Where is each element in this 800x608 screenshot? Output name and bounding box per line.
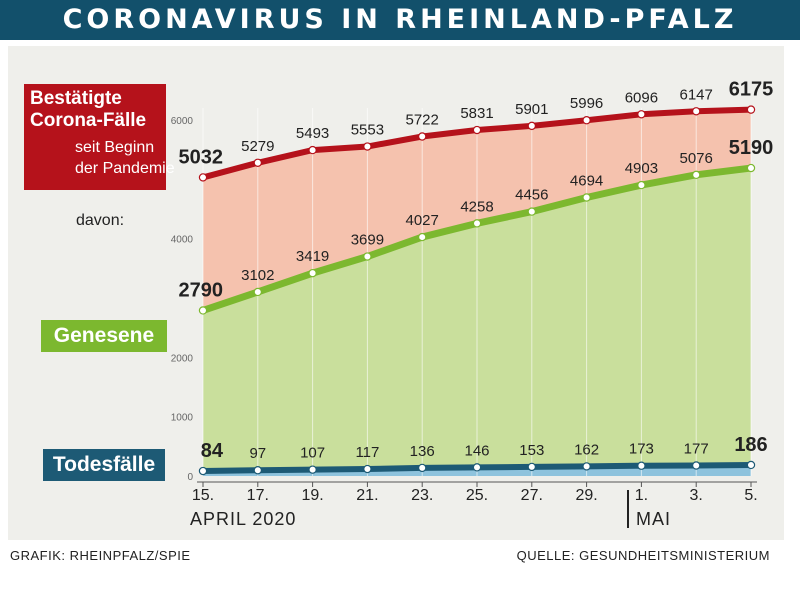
deaths-data-label: 84 <box>201 440 224 462</box>
cases-legend-line2: Corona-Fälle <box>30 110 147 131</box>
recovered-point <box>363 252 372 261</box>
recovered-data-label: 3102 <box>241 267 274 284</box>
davon-label: davon: <box>76 212 125 229</box>
cases-data-label: 6147 <box>680 86 713 103</box>
recovered-data-label: 2790 <box>179 279 224 301</box>
cases-legend-line1: Bestätigte <box>30 88 122 109</box>
deaths-point <box>746 460 756 470</box>
cases-legend-line3: seit Beginn <box>75 139 155 156</box>
deaths-point <box>527 462 537 472</box>
deaths-data-label: 173 <box>629 441 654 458</box>
x-tick-label: 15. <box>192 487 214 504</box>
page-title: CORONAVIRUS IN RHEINLAND-PFALZ <box>62 4 738 35</box>
deaths-data-label: 146 <box>464 442 489 459</box>
recovered-point <box>637 180 646 190</box>
header-bar: CORONAVIRUS IN RHEINLAND-PFALZ <box>0 0 800 40</box>
cases-point <box>692 107 701 116</box>
month-separator <box>627 490 629 528</box>
cases-point <box>746 105 756 114</box>
deaths-point <box>472 463 482 472</box>
cases-point <box>363 142 372 151</box>
cases-legend-line4: der Pandemie <box>75 160 175 177</box>
y-tick-label: 0 <box>187 472 193 483</box>
recovered-legend-box: Genesene <box>41 320 167 352</box>
deaths-data-label: 97 <box>249 445 266 462</box>
deaths-data-label: 136 <box>410 443 435 460</box>
x-tick-label: 19. <box>301 487 323 504</box>
deaths-data-label: 186 <box>734 434 767 456</box>
recovered-point <box>418 232 427 242</box>
x-tick-label: 21. <box>356 487 378 504</box>
cases-data-label: 6175 <box>729 79 774 101</box>
recovered-point <box>198 306 208 315</box>
cases-data-label: 6096 <box>625 89 658 106</box>
cases-point <box>472 125 482 135</box>
month-label-mai: MAI <box>636 509 672 529</box>
x-tick-label: 27. <box>521 487 543 504</box>
recovered-point <box>472 219 482 228</box>
deaths-point <box>418 463 427 473</box>
cases-point <box>253 158 262 167</box>
y-tick-label: 1000 <box>171 413 194 424</box>
cases-data-label: 5032 <box>179 146 224 168</box>
cases-point <box>198 173 208 182</box>
x-tick-label: 23. <box>411 487 433 504</box>
recovered-point <box>527 207 537 216</box>
data-source: QUELLE: GESUNDHEITSMINISTERIUM <box>516 548 770 563</box>
deaths-point <box>198 466 208 476</box>
x-tick-label: 3. <box>690 487 703 504</box>
cases-data-label: 5279 <box>241 138 274 155</box>
recovered-data-label: 3699 <box>351 232 384 249</box>
x-tick-label: 5. <box>744 487 757 504</box>
deaths-data-label: 162 <box>574 441 599 458</box>
recovered-data-label: 4694 <box>570 172 603 189</box>
recovered-data-label: 4903 <box>625 160 658 177</box>
cases-data-label: 5722 <box>406 111 439 128</box>
x-tick-label: 1. <box>635 487 648 504</box>
cases-legend-box: Bestätigte Corona-Fälle seit Beginn der … <box>24 84 175 190</box>
x-tick-label: 25. <box>466 487 488 504</box>
cases-point <box>637 110 646 119</box>
recovered-point <box>308 268 317 278</box>
cases-point <box>418 132 427 141</box>
cases-data-label: 5493 <box>296 125 329 142</box>
y-tick-label: 2000 <box>171 353 194 364</box>
recovered-data-label: 5190 <box>729 137 774 159</box>
x-tick-label: 17. <box>247 487 269 504</box>
graphic-credit: GRAFIK: RHEINPFALZ/SPIE <box>10 548 191 563</box>
deaths-point <box>308 465 317 474</box>
recovered-data-label: 4258 <box>460 198 493 215</box>
x-tick-label: 29. <box>575 487 597 504</box>
recovered-data-label: 3419 <box>296 248 329 265</box>
deaths-point <box>582 462 591 471</box>
y-tick-label: 4000 <box>171 235 194 246</box>
month-label-april: APRIL 2020 <box>190 509 297 529</box>
recovered-point <box>582 193 591 202</box>
deaths-point <box>253 466 262 475</box>
deaths-point <box>637 461 646 470</box>
cases-data-label: 5831 <box>460 105 493 122</box>
deaths-data-label: 107 <box>300 445 325 462</box>
recovered-point <box>253 287 262 297</box>
cases-data-label: 5996 <box>570 95 603 112</box>
cases-point <box>582 116 591 125</box>
cases-point <box>527 121 537 131</box>
deaths-data-label: 177 <box>684 440 709 457</box>
cases-data-label: 5553 <box>351 122 384 139</box>
cases-data-label: 5901 <box>515 101 548 118</box>
deaths-data-label: 117 <box>355 444 379 461</box>
y-tick-label: 6000 <box>171 116 194 127</box>
recovered-point <box>692 170 701 180</box>
recovered-data-label: 4456 <box>515 187 548 204</box>
cases-point <box>308 145 317 155</box>
deaths-legend-box: Todesfälle <box>43 449 165 481</box>
recovered-point <box>746 163 756 173</box>
recovered-data-label: 5076 <box>680 150 713 167</box>
deaths-data-label: 153 <box>519 442 544 459</box>
deaths-point <box>363 464 372 474</box>
recovered-data-label: 4027 <box>406 212 439 229</box>
deaths-point <box>692 461 701 470</box>
